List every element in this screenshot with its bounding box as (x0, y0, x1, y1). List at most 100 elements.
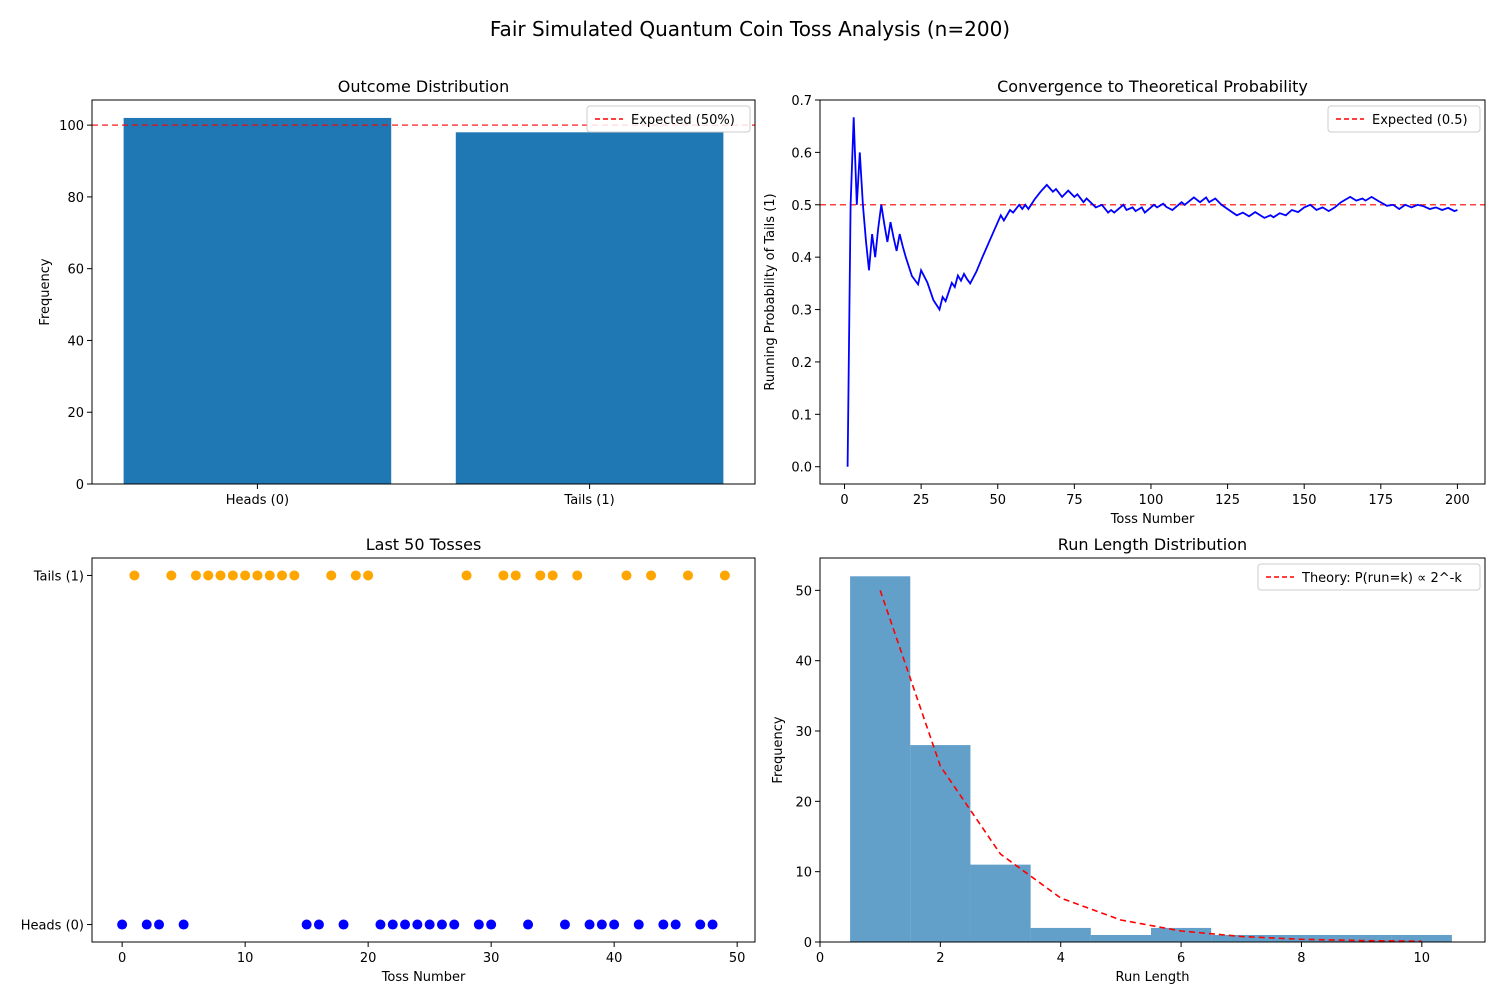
y-tick-label: 0.4 (791, 251, 812, 266)
axes-title: Outcome Distribution (338, 77, 509, 96)
tails-point (535, 570, 546, 581)
heads-point (670, 919, 681, 930)
legend-box (1327, 105, 1481, 133)
heads-point (584, 919, 595, 930)
legend-label: Theory: P(run=k) ∝ 2^-k (1301, 571, 1462, 586)
x-tick-label: 10 (237, 951, 254, 966)
y-axis-label: Frequency (771, 716, 786, 783)
x-tick-label: 0 (840, 493, 848, 508)
x-tick-label: 4 (1057, 951, 1065, 966)
x-tick-label: 0 (816, 951, 824, 966)
histogram-bar (970, 864, 1031, 942)
tails-point (646, 570, 657, 581)
tails-point (203, 570, 214, 581)
x-tick-label: 2 (936, 951, 944, 966)
heads-point (707, 919, 718, 930)
heads-point (117, 919, 128, 930)
legend-label: Expected (0.5) (1372, 113, 1468, 128)
y-tick-label: 0.3 (791, 304, 812, 319)
y-tick-label: 0 (804, 936, 812, 951)
tails-point (682, 570, 693, 581)
axes-frame (819, 557, 1486, 943)
y-tick-label: 20 (795, 795, 812, 810)
tails-point (350, 570, 361, 581)
histogram-bar (850, 576, 911, 942)
histogram-bar (1271, 934, 1332, 942)
tails-point (215, 570, 226, 581)
y-tick-label: 0.5 (791, 199, 812, 214)
x-tick-label: 6 (1177, 951, 1185, 966)
bar (455, 132, 724, 484)
tails-point (289, 570, 300, 581)
tails-point (510, 570, 521, 581)
x-tick-label: 125 (1215, 493, 1240, 508)
heads-point (473, 919, 484, 930)
legend-box (1257, 563, 1481, 591)
y-tick-label: 30 (795, 725, 812, 740)
heads-point (658, 919, 669, 930)
x-axis-label: Toss Number (1110, 512, 1195, 527)
x-axis-label: Run Length (1116, 970, 1190, 985)
x-tick-label: 10 (1414, 951, 1431, 966)
heads-point (596, 919, 607, 930)
x-tick-label: Heads (0) (226, 493, 289, 508)
y-tick-label: 40 (795, 655, 812, 670)
x-tick-label: 25 (913, 493, 930, 508)
figure-title: Fair Simulated Quantum Coin Toss Analysi… (490, 17, 1010, 41)
heads-point (387, 919, 398, 930)
tails-point (190, 570, 201, 581)
x-tick-label: 175 (1368, 493, 1393, 508)
y-tick-label: 10 (795, 866, 812, 881)
y-axis-label: Running Probability of Tails (1) (763, 193, 778, 390)
tails-point (166, 570, 177, 581)
tails-point (547, 570, 558, 581)
heads-point (523, 919, 534, 930)
x-tick-label: 8 (1297, 951, 1305, 966)
x-tick-label: 20 (360, 951, 377, 966)
tails-point (363, 570, 374, 581)
axes-title: Last 50 Tosses (366, 535, 482, 554)
tails-point (240, 570, 251, 581)
heads-point (141, 919, 152, 930)
histogram-bar (910, 745, 971, 942)
heads-point (633, 919, 644, 930)
y-tick-label: 40 (67, 334, 84, 349)
x-tick-label: 0 (118, 951, 126, 966)
y-tick-label: 0.0 (791, 461, 812, 476)
axes-frame (819, 99, 1486, 485)
x-tick-label: 200 (1445, 493, 1470, 508)
y-tick-label: 0.1 (791, 408, 812, 423)
x-tick-label: 100 (1139, 493, 1164, 508)
tails-point (227, 570, 238, 581)
y-tick-label: 20 (67, 406, 84, 421)
heads-point (486, 919, 497, 930)
histogram-bar (1331, 934, 1392, 942)
y-tick-label: 0.7 (791, 94, 812, 109)
x-tick-label: 75 (1066, 493, 1083, 508)
tails-point (129, 570, 140, 581)
y-tick-label: 80 (67, 191, 84, 206)
axes-title: Run Length Distribution (1058, 535, 1247, 554)
tails-point (461, 570, 472, 581)
heads-point (412, 919, 423, 930)
tails-point (252, 570, 263, 581)
theory-curve (879, 590, 1422, 943)
axes-title: Convergence to Theoretical Probability (997, 77, 1308, 96)
heads-point (313, 919, 324, 930)
heads-point (436, 919, 447, 930)
running-probability-line (846, 117, 1458, 467)
legend-label: Expected (50%) (631, 113, 735, 128)
heads-point (301, 919, 312, 930)
x-axis-label: Toss Number (381, 970, 466, 985)
axes-frame (91, 557, 756, 943)
heads-point (154, 919, 165, 930)
tails-point (572, 570, 583, 581)
heads-point (449, 919, 460, 930)
heads-point (695, 919, 706, 930)
x-tick-label: 50 (729, 951, 746, 966)
heads-point (400, 919, 411, 930)
heads-point (338, 919, 349, 930)
x-tick-label: 50 (989, 493, 1006, 508)
